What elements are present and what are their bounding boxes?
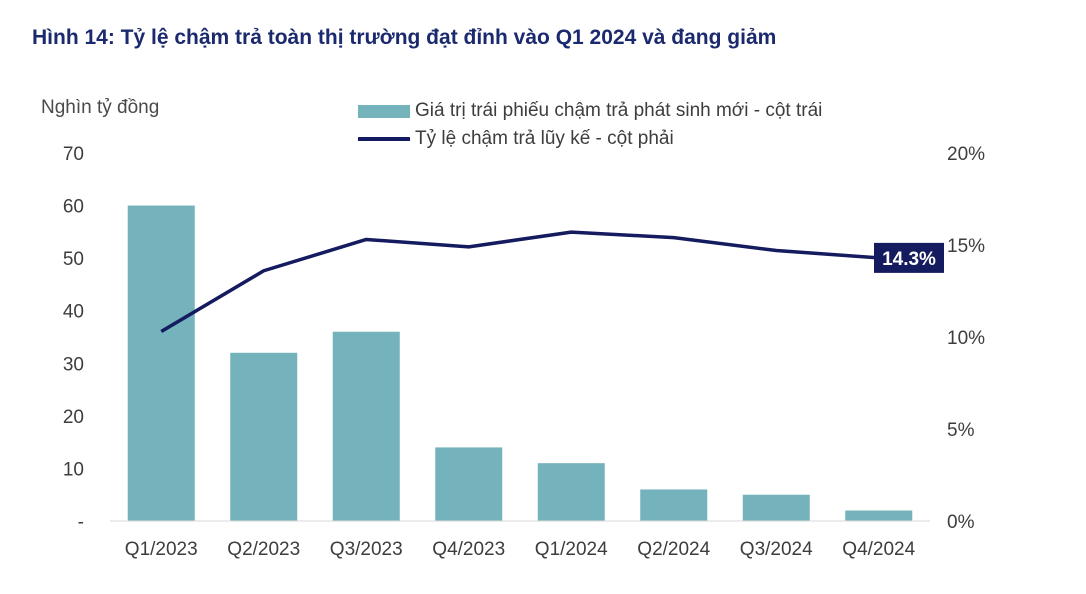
bar-Q4/2023 (435, 447, 503, 521)
y-right-tick-3: 15% (947, 236, 985, 257)
annotation-label: 14.3% (882, 249, 936, 270)
x-tick-0: Q1/2023 (125, 539, 198, 560)
x-tick-5: Q2/2024 (637, 539, 710, 560)
legend-item-bars: Giá trị trái phiếu chậm trả phát sinh mớ… (358, 97, 822, 125)
bar-Q3/2023 (332, 331, 400, 521)
bar-Q2/2024 (640, 489, 708, 521)
y-right-tick-0: 0% (947, 512, 975, 533)
x-tick-7: Q4/2024 (842, 539, 915, 560)
legend-label-bars: Giá trị trái phiếu chậm trả phát sinh mớ… (415, 100, 823, 121)
y-left-tick-6: 60 (63, 197, 84, 218)
annotation-badge (874, 242, 944, 273)
line-series (160, 230, 879, 333)
y-left-tick-4: 40 (63, 302, 84, 323)
bar-Q4/2024 (845, 510, 913, 521)
y-left-tick-2: 20 (63, 407, 84, 428)
y-right-tick-1: 5% (947, 420, 975, 441)
legend-label-line: Tỷ lệ chậm trả lũy kế - cột phải (415, 128, 674, 149)
legend: Giá trị trái phiếu chậm trả phát sinh mớ… (358, 97, 822, 153)
bar-Q1/2024 (537, 463, 605, 521)
y-left-tick-3: 30 (63, 354, 84, 375)
chart-title: Hình 14: Tỷ lệ chậm trả toàn thị trường … (32, 26, 777, 49)
legend-item-line: Tỷ lệ chậm trả lũy kế - cột phải (358, 125, 822, 153)
legend-swatch-bar (358, 104, 410, 118)
bar-Q1/2023 (127, 205, 195, 522)
y-axis-left-label: Nghìn tỷ đồng (41, 97, 160, 118)
x-tick-2: Q3/2023 (330, 539, 403, 560)
y-left-tick-1: 10 (63, 459, 84, 480)
y-left-tick-5: 50 (63, 249, 84, 270)
bar-Q2/2023 (230, 352, 298, 521)
x-tick-6: Q3/2024 (740, 539, 813, 560)
y-left-tick-0: - (78, 512, 84, 533)
x-tick-1: Q2/2023 (227, 539, 300, 560)
legend-swatch-line (358, 137, 410, 141)
y-right-tick-4: 20% (947, 144, 985, 165)
x-tick-4: Q1/2024 (535, 539, 608, 560)
y-right-tick-2: 10% (947, 328, 985, 349)
bar-Q3/2024 (742, 494, 810, 521)
y-left-tick-7: 70 (63, 144, 84, 165)
x-tick-3: Q4/2023 (432, 539, 505, 560)
